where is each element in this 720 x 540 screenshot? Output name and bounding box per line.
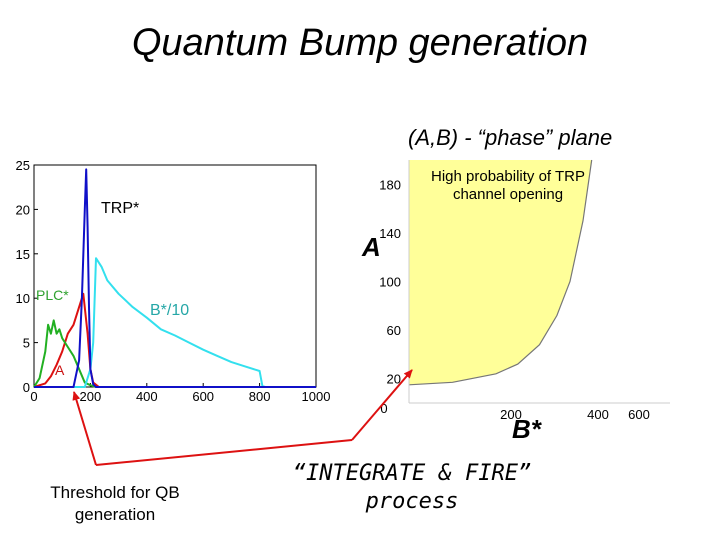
series-label-b: B*/10 [150, 302, 190, 319]
y-tick-label: 0 [23, 380, 30, 395]
series-label-plc: PLC* [36, 287, 69, 303]
phase-plane-ticks: 20 60 100 140 180 0 200 400 600 [379, 177, 650, 422]
threshold-connector [95, 439, 353, 466]
phase-y-tick-label: 20 [387, 372, 401, 387]
phase-x-tick-label: 0 [380, 401, 387, 416]
x-tick-label: 400 [136, 389, 158, 404]
threshold-arrow-left [72, 391, 97, 466]
series-line-plc [33, 319, 97, 388]
phase-x-tick-label: 400 [587, 407, 609, 422]
integrate-fire-note: “INTEGRATE & FIRE” process [292, 461, 532, 514]
region-boundary [408, 159, 593, 386]
x-tick-label: 1000 [302, 389, 331, 404]
x-tick-label: 800 [249, 389, 271, 404]
y-tick-label: 25 [16, 158, 30, 173]
series-label-a: A [55, 362, 65, 378]
phase-x-tick-label: 200 [500, 407, 522, 422]
phase-y-tick-label: 140 [379, 226, 401, 241]
series-line-b [34, 257, 266, 388]
y-tick-label: 15 [16, 247, 30, 262]
slide-title: Quantum Bump generation [131, 22, 589, 64]
time-course-plot-frame [33, 164, 317, 388]
phase-plane-y-label: A [362, 232, 381, 262]
time-course-ticks: 0 200 400 600 800 1000 0 5 10 15 20 25 [16, 158, 331, 404]
high-probability-note: High probability of TRP channel opening [431, 168, 585, 203]
series-label-trp: TRP* [101, 200, 140, 217]
y-tick-label: 10 [16, 291, 30, 306]
phase-y-tick-label: 180 [379, 177, 401, 192]
phase-plane-chart: 20 60 100 140 180 0 200 400 600 [379, 159, 670, 422]
time-course-chart: 0 200 400 600 800 1000 0 5 10 15 20 25 [16, 158, 331, 404]
y-tick-label: 5 [23, 336, 30, 351]
series-line-trp [34, 168, 316, 388]
time-course-series [33, 168, 316, 388]
x-tick-label: 0 [30, 389, 37, 404]
y-tick-label: 20 [16, 202, 30, 217]
x-tick-label: 200 [80, 389, 102, 404]
phase-y-tick-label: 100 [379, 275, 401, 290]
region-fill [409, 160, 592, 385]
x-tick-label: 600 [192, 389, 214, 404]
phase-plane-title: (A,B) - “phase” plane [408, 125, 613, 150]
phase-plane-x-label: B* [512, 414, 541, 444]
threshold-arrow-right [351, 369, 413, 441]
threshold-note: Threshold for QB generation [50, 483, 180, 524]
high-probability-region [408, 159, 670, 404]
phase-x-tick-label: 600 [628, 407, 650, 422]
phase-y-tick-label: 60 [387, 323, 401, 338]
